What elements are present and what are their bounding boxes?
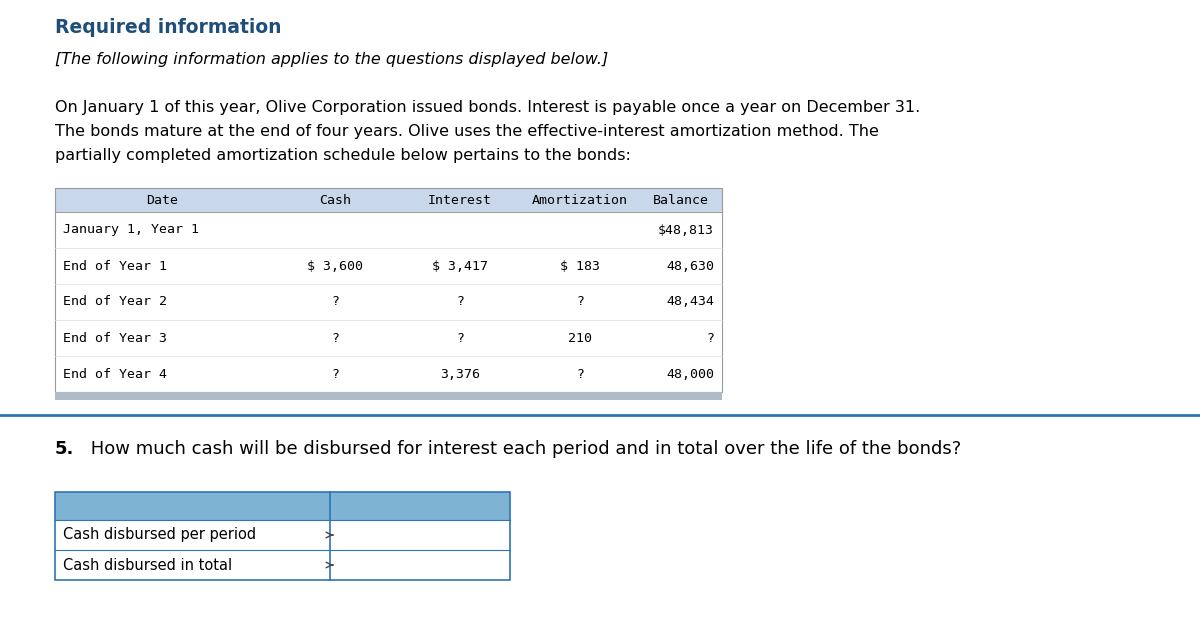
Text: 48,434: 48,434 bbox=[666, 295, 714, 308]
Text: Interest: Interest bbox=[428, 194, 492, 206]
Text: End of Year 2: End of Year 2 bbox=[64, 295, 167, 308]
Bar bbox=[55, 520, 510, 550]
Bar bbox=[55, 550, 510, 580]
Text: ?: ? bbox=[456, 332, 464, 344]
Text: End of Year 4: End of Year 4 bbox=[64, 367, 167, 381]
Text: 3,376: 3,376 bbox=[440, 367, 480, 381]
Text: [The following information applies to the questions displayed below.]: [The following information applies to th… bbox=[55, 52, 608, 67]
Text: 48,000: 48,000 bbox=[666, 367, 714, 381]
Text: ?: ? bbox=[576, 295, 584, 308]
Text: ?: ? bbox=[576, 367, 584, 381]
Text: $ 183: $ 183 bbox=[560, 260, 600, 273]
Text: Balance: Balance bbox=[653, 194, 709, 206]
Text: Cash: Cash bbox=[319, 194, 352, 206]
Text: ?: ? bbox=[331, 295, 340, 308]
Text: ?: ? bbox=[331, 332, 340, 344]
Text: End of Year 3: End of Year 3 bbox=[64, 332, 167, 344]
Bar bbox=[55, 492, 510, 580]
Text: 5.: 5. bbox=[55, 440, 74, 458]
Text: Required information: Required information bbox=[55, 18, 282, 37]
Text: The bonds mature at the end of four years. Olive uses the effective-interest amo: The bonds mature at the end of four year… bbox=[55, 124, 880, 139]
Bar bbox=[55, 392, 722, 400]
Text: Date: Date bbox=[146, 194, 179, 206]
Text: $48,813: $48,813 bbox=[658, 223, 714, 236]
Text: On January 1 of this year, Olive Corporation issued bonds. Interest is payable o: On January 1 of this year, Olive Corpora… bbox=[55, 100, 920, 115]
Text: ?: ? bbox=[706, 332, 714, 344]
Text: $ 3,417: $ 3,417 bbox=[432, 260, 488, 273]
Text: How much cash will be disbursed for interest each period and in total over the l: How much cash will be disbursed for inte… bbox=[85, 440, 961, 458]
Text: Cash disbursed per period: Cash disbursed per period bbox=[64, 527, 256, 542]
Text: ?: ? bbox=[456, 295, 464, 308]
Text: 48,630: 48,630 bbox=[666, 260, 714, 273]
Text: Amortization: Amortization bbox=[532, 194, 628, 206]
Text: partially completed amortization schedule below pertains to the bonds:: partially completed amortization schedul… bbox=[55, 148, 631, 163]
Text: ?: ? bbox=[331, 367, 340, 381]
Text: January 1, Year 1: January 1, Year 1 bbox=[64, 223, 199, 236]
Bar bbox=[55, 492, 510, 520]
Text: End of Year 1: End of Year 1 bbox=[64, 260, 167, 273]
Text: $ 3,600: $ 3,600 bbox=[307, 260, 364, 273]
Text: 210: 210 bbox=[568, 332, 592, 344]
Bar bbox=[55, 188, 722, 392]
Text: Cash disbursed in total: Cash disbursed in total bbox=[64, 557, 232, 572]
